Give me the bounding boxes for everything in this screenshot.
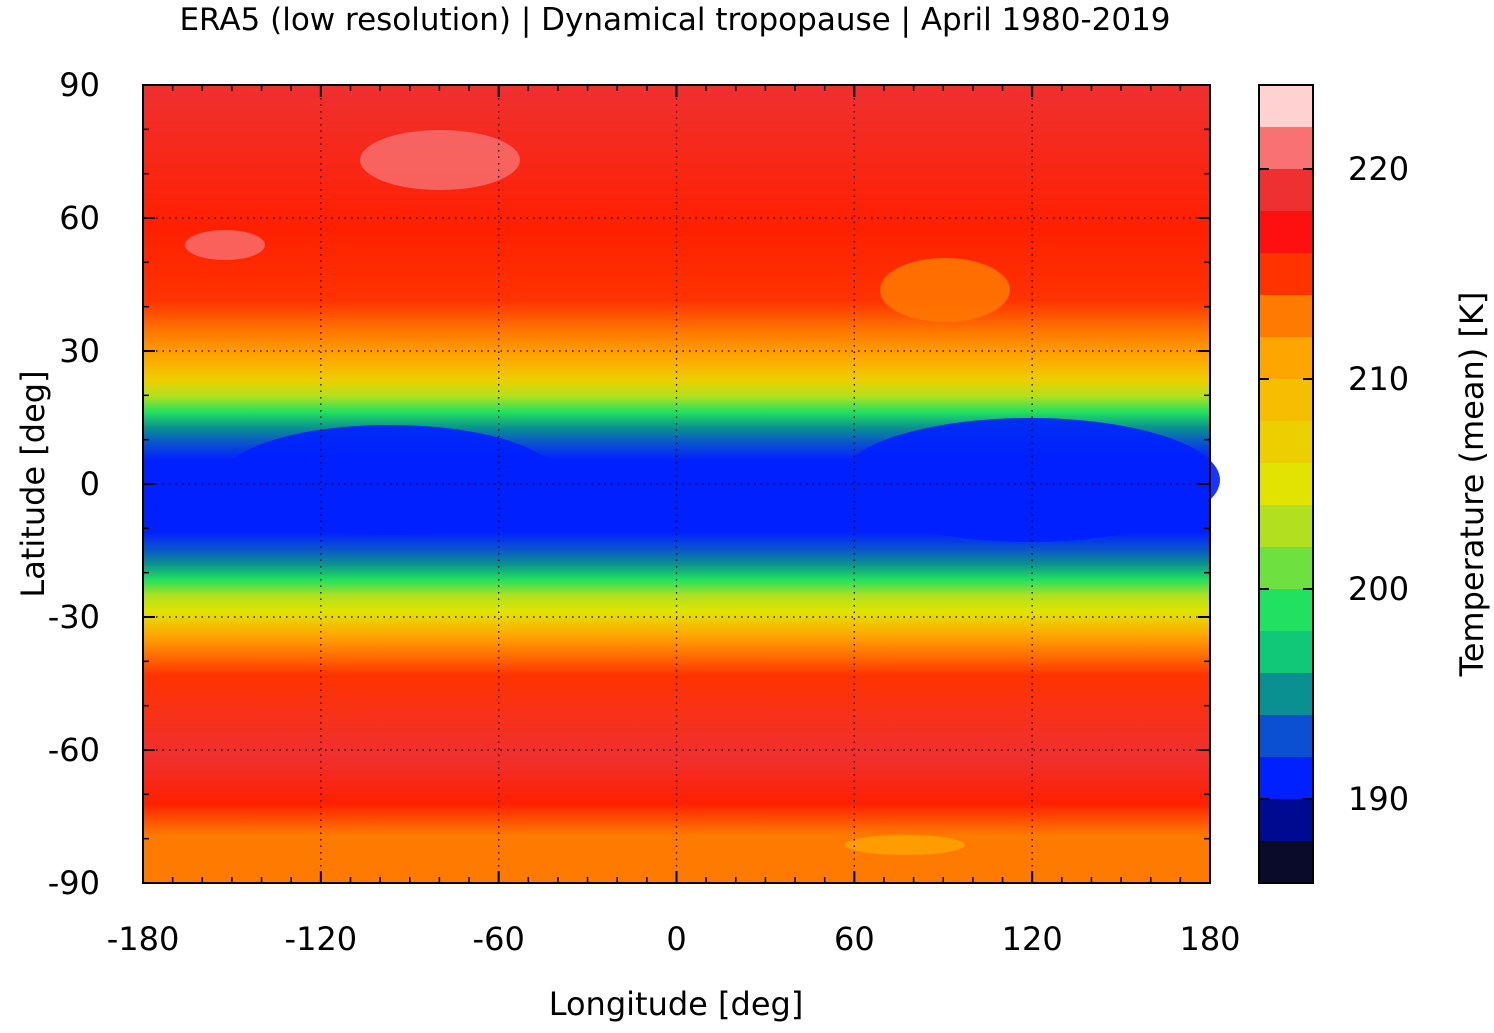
y-tick-label: -90 [48,864,100,902]
colorbar-level [1259,547,1313,590]
tropical-minimum-east-pacific [220,425,560,535]
colorbar-level [1259,799,1313,842]
colorbar-level [1259,211,1313,254]
colorbar-level [1259,253,1313,296]
colorbar-level [1259,841,1313,884]
colorbar-level [1259,337,1313,380]
cool-patch-antarctica [845,835,965,855]
cool-patch-central-asia [880,258,1010,322]
colorbar [1259,85,1313,884]
gridlines [143,85,1210,883]
tropical-minimum-west-pacific [840,418,1220,542]
x-tick-label: -60 [473,920,525,958]
colorbar-tick-label: 220 [1348,150,1409,188]
y-tick-label: 0 [80,465,100,503]
colorbar-level [1259,169,1313,212]
y-tick-label: 30 [59,332,100,370]
colorbar-level [1259,505,1313,548]
plot-area [143,85,1220,883]
colorbar-frame [1258,84,1314,884]
y-tick-label: 60 [59,199,100,237]
chart-title: ERA5 (low resolution) | Dynamical tropop… [179,2,1170,38]
y-tick-label: -30 [48,598,100,636]
x-axis-title: Longitude [deg] [549,985,804,1023]
warm-patch-arctic [360,130,520,190]
x-tick-label: 180 [1179,920,1240,958]
colorbar-tick-label: 210 [1348,360,1409,398]
warm-patch-north-pacific [185,230,265,260]
colorbar-level [1259,631,1313,674]
x-tick-label: 0 [666,920,686,958]
y-axis-ticks: 90 60 30 0 -30 -60 -90 [48,66,1210,902]
colorbar-tick-label: 190 [1348,780,1409,818]
y-tick-label: -60 [48,731,100,769]
x-axis-ticks: -180 -120 -60 0 60 120 180 [107,85,1241,958]
colorbar-level [1259,589,1313,632]
x-tick-label: -180 [107,920,180,958]
colorbar-level [1259,421,1313,464]
x-tick-label: -120 [285,920,358,958]
colorbar-ticks: 220 210 200 190 [1259,150,1409,818]
colorbar-tick-label: 200 [1348,570,1409,608]
y-tick-label: 90 [59,66,100,104]
colorbar-level [1259,757,1313,800]
colorbar-level [1259,127,1313,170]
colorbar-level [1259,85,1313,128]
colorbar-level [1259,379,1313,422]
y-axis-title: Latitude [deg] [14,370,52,597]
colorbar-level [1259,715,1313,758]
colorbar-title: Temperature (mean) [K] [1453,292,1491,678]
colorbar-level [1259,463,1313,506]
x-tick-label: 60 [834,920,875,958]
x-tick-label: 120 [1002,920,1063,958]
colorbar-level [1259,673,1313,716]
colorbar-level [1259,295,1313,338]
plot-frame [142,84,1211,884]
